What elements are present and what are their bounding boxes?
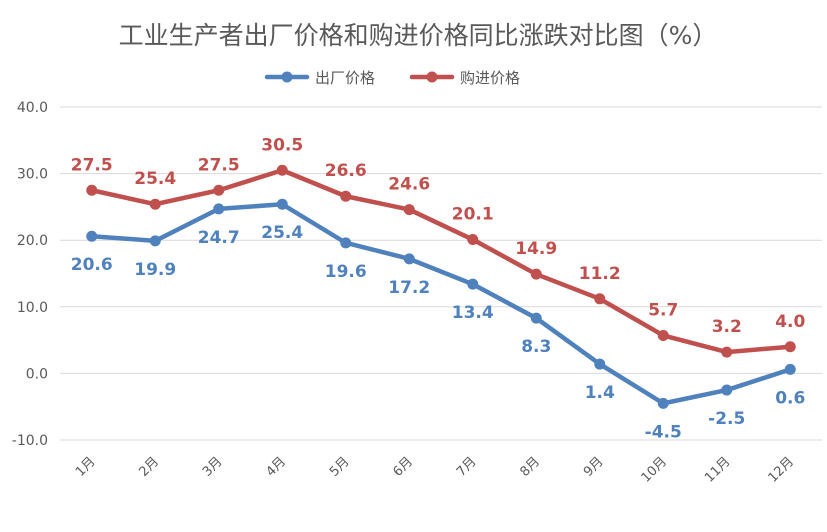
data-point — [467, 278, 479, 290]
data-label: 4.0 — [775, 312, 805, 332]
data-label: -2.5 — [708, 409, 745, 429]
data-point — [86, 184, 98, 196]
x-tick-label: 2月 — [136, 454, 162, 480]
data-label: -4.5 — [645, 422, 682, 442]
legend-label: 购进价格 — [460, 69, 520, 87]
data-point — [213, 203, 225, 215]
chart-title: 工业生产者出厂价格和购进价格同比涨跌对比图（%） — [119, 21, 718, 50]
y-tick-label: 20.0 — [17, 233, 48, 249]
data-label: 27.5 — [71, 155, 113, 175]
data-point — [530, 312, 542, 324]
x-tick-label: 3月 — [200, 454, 226, 480]
data-label: 24.7 — [198, 228, 240, 248]
series-group — [86, 164, 796, 409]
data-point — [657, 329, 669, 341]
y-tick-label: 10.0 — [17, 300, 48, 316]
y-tick-label: 0.0 — [26, 366, 48, 382]
legend-label: 出厂价格 — [315, 69, 375, 87]
y-axis: -10.0 0.0 10.0 20.0 30.0 40.0 — [12, 100, 48, 449]
data-label: 24.6 — [388, 175, 430, 195]
data-point — [403, 204, 415, 216]
y-tick-label: 40.0 — [17, 100, 48, 116]
series-line — [89, 168, 793, 355]
data-label: 26.6 — [325, 161, 367, 181]
data-label: 3.2 — [712, 317, 742, 337]
x-tick-label: 6月 — [390, 454, 416, 480]
data-label: 14.9 — [515, 239, 557, 259]
data-label: 5.7 — [648, 300, 678, 320]
y-tick-label: 30.0 — [17, 167, 48, 183]
data-label: 25.4 — [261, 223, 303, 243]
x-tick-label: 11月 — [702, 454, 733, 485]
data-point — [340, 190, 352, 202]
data-label: 25.4 — [134, 169, 176, 189]
data-point — [467, 234, 479, 246]
data-point — [721, 384, 733, 396]
legend: 出厂价格 购进价格 — [264, 69, 520, 87]
data-point — [403, 253, 415, 265]
legend-marker — [281, 71, 293, 83]
data-point — [149, 198, 161, 210]
data-label: 11.2 — [579, 264, 621, 284]
data-point — [721, 346, 733, 358]
data-point — [149, 235, 161, 247]
data-label: 20.1 — [452, 205, 494, 225]
data-label: 0.6 — [775, 388, 805, 408]
data-label: 27.5 — [198, 155, 240, 175]
series-line — [89, 201, 793, 406]
x-tick-label: 10月 — [639, 454, 670, 485]
x-tick-label: 1月 — [73, 454, 99, 480]
data-label: 17.2 — [388, 278, 430, 298]
legend-marker — [426, 71, 438, 83]
data-point — [530, 268, 542, 280]
data-point — [276, 164, 288, 176]
x-tick-label: 9月 — [581, 454, 607, 480]
x-tick-label: 12月 — [766, 454, 797, 485]
x-tick-label: 7月 — [454, 454, 480, 480]
data-point — [657, 397, 669, 409]
data-point — [340, 237, 352, 249]
data-point — [276, 198, 288, 210]
gridlines — [60, 106, 822, 441]
x-tick-label: 5月 — [327, 454, 353, 480]
data-point — [594, 358, 606, 370]
data-point — [784, 341, 796, 353]
data-point — [86, 230, 98, 242]
data-label: 1.4 — [585, 383, 615, 403]
data-label: 20.6 — [71, 255, 113, 275]
data-label: 8.3 — [521, 337, 551, 357]
data-label: 19.9 — [134, 260, 176, 280]
data-label: 19.6 — [325, 262, 367, 282]
data-label: 13.4 — [452, 303, 494, 323]
data-labels: 20.6 19.9 24.7 25.4 19.6 17.2 13.4 8.3 1.4 -4.5 -2… — [71, 135, 806, 442]
data-point — [213, 184, 225, 196]
x-tick-label: 4月 — [263, 454, 289, 480]
x-tick-label: 8月 — [517, 454, 543, 480]
y-tick-label: -10.0 — [12, 433, 48, 449]
x-axis: 1月 2月 3月 4月 5月 6月 7月 8月 9月 10月 11月 12月 — [73, 454, 797, 485]
data-label: 30.5 — [261, 135, 303, 155]
data-point — [594, 293, 606, 305]
data-point — [784, 363, 796, 375]
